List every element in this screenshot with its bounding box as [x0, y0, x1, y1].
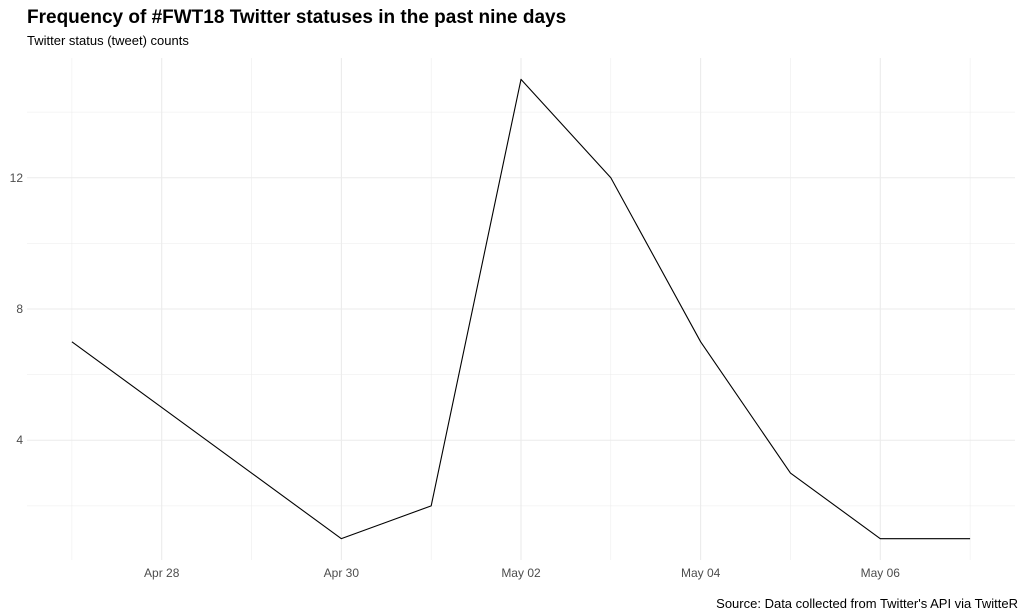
chart-title: Frequency of #FWT18 Twitter statuses in …	[27, 7, 567, 28]
chart-subtitle: Twitter status (tweet) counts	[27, 33, 189, 48]
x-tick-label: Apr 30	[324, 566, 360, 580]
chart-caption: Source: Data collected from Twitter's AP…	[716, 596, 1018, 611]
y-tick-label: 4	[16, 433, 23, 447]
x-tick-label: May 04	[681, 566, 721, 580]
x-axis: Apr 28 Apr 30 May 02 May 04 May 06	[144, 566, 900, 580]
series-group	[71, 78, 971, 540]
y-tick-label: 12	[10, 171, 24, 185]
x-tick-label: May 06	[861, 566, 901, 580]
y-axis: 4 8 12	[10, 171, 24, 447]
major-gridlines	[27, 58, 1015, 560]
x-tick-label: Apr 28	[144, 566, 180, 580]
y-tick-label: 8	[16, 302, 23, 316]
x-tick-label: May 02	[501, 566, 541, 580]
